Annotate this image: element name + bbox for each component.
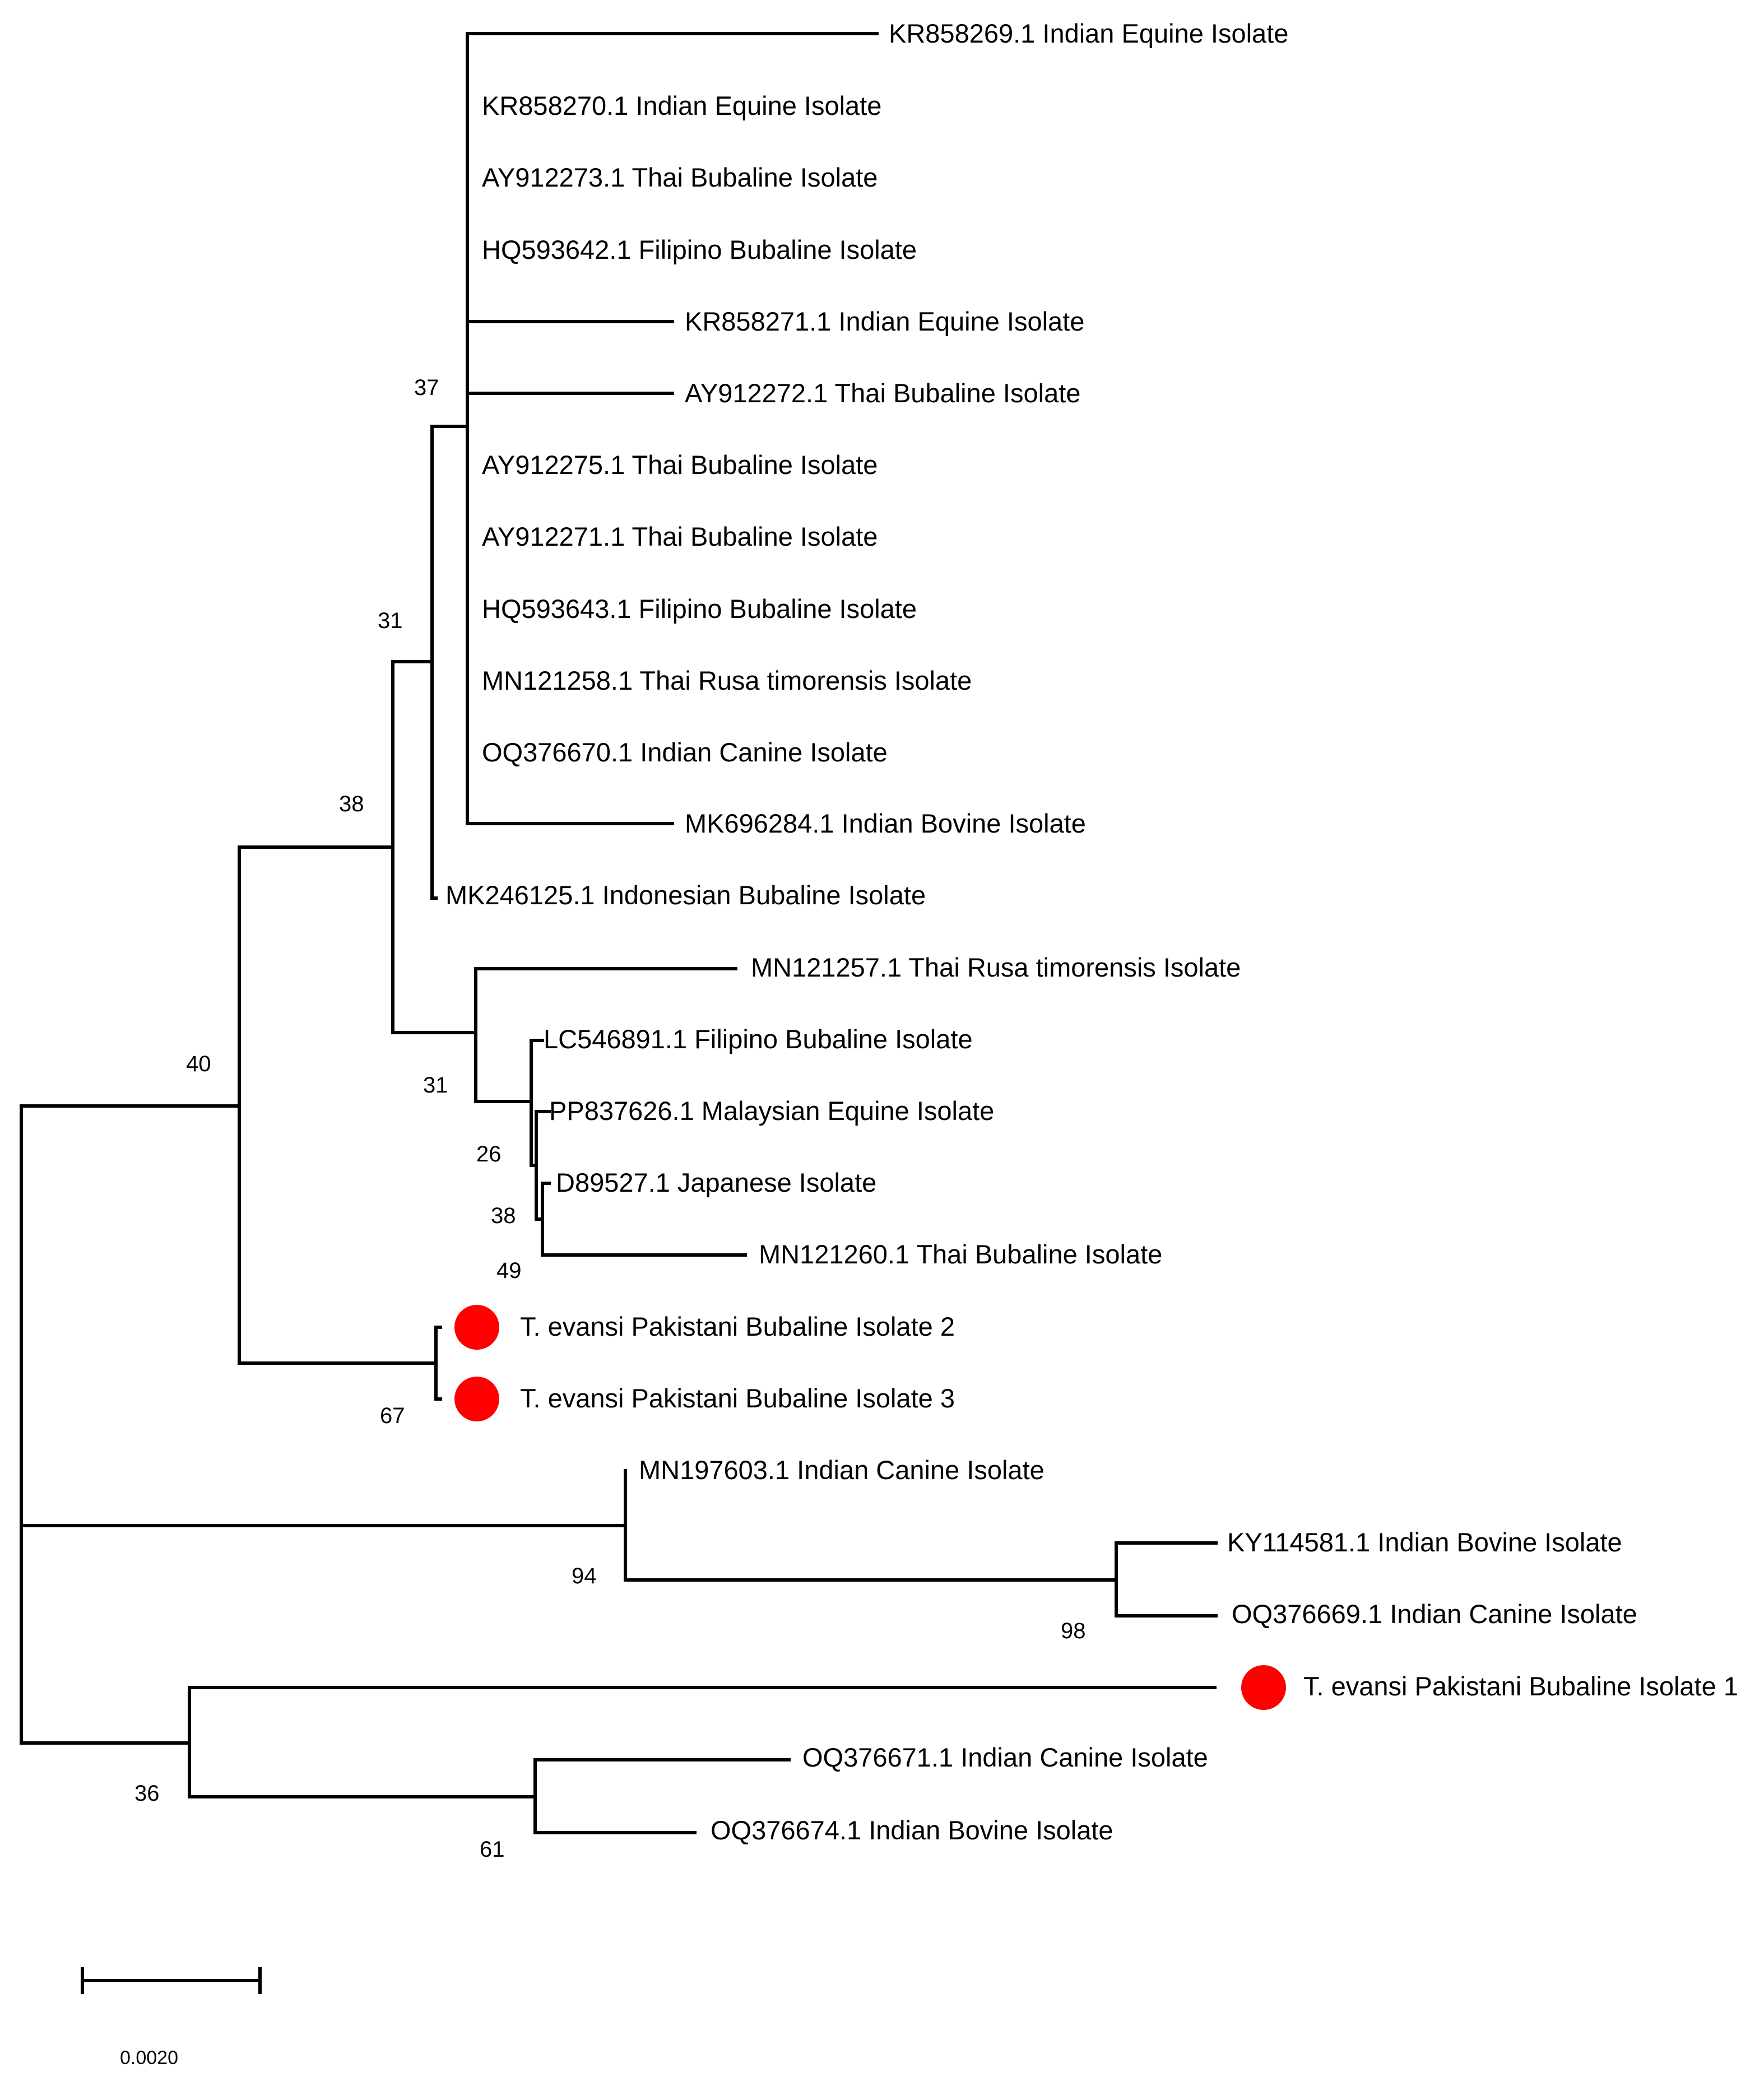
leaf-label-AY912271: AY912271.1 Thai Bubaline Isolate — [482, 522, 878, 551]
leaf-label-AY912272: AY912272.1 Thai Bubaline Isolate — [685, 378, 1080, 408]
bootstrap-value: 38 — [491, 1203, 516, 1228]
leaf-label-AY912275: AY912275.1 Thai Bubaline Isolate — [482, 450, 878, 480]
leaf-label-KY114581: KY114581.1 Indian Bovine Isolate — [1227, 1527, 1622, 1557]
leaf-labels: KR858269.1 Indian Equine Isolate KR85827… — [445, 18, 1738, 1845]
bootstrap-value: 67 — [380, 1403, 405, 1428]
bootstrap-value: 98 — [1061, 1619, 1086, 1643]
leaf-label-LC546891: LC546891.1 Filipino Bubaline Isolate — [544, 1024, 973, 1054]
leaf-label-OQ376670: OQ376670.1 Indian Canine Isolate — [482, 737, 888, 767]
bootstrap-value: 94 — [572, 1564, 597, 1588]
bootstrap-value: 40 — [186, 1052, 211, 1076]
scale-bar: 0.0020 — [81, 1967, 262, 2069]
bootstrap-value: 31 — [378, 608, 403, 633]
bootstrap-value: 36 — [134, 1781, 160, 1806]
leaf-label-KR858269: KR858269.1 Indian Equine Isolate — [889, 18, 1288, 48]
leaf-label-PAK1: T. evansi Pakistani Bubaline Isolate 1 — [1303, 1671, 1738, 1701]
highlight-dot-PAK1 — [1241, 1665, 1286, 1710]
bootstrap-value: 31 — [423, 1073, 448, 1098]
highlight-markers — [454, 1305, 1286, 1710]
bootstrap-value: 26 — [476, 1142, 502, 1166]
highlight-dot-PAK2 — [454, 1305, 499, 1350]
bootstrap-value: 37 — [414, 375, 439, 400]
bootstrap-value: 38 — [339, 792, 364, 816]
leaf-label-MK696284: MK696284.1 Indian Bovine Isolate — [685, 808, 1086, 838]
leaf-label-MN197603: MN197603.1 Indian Canine Isolate — [639, 1455, 1045, 1485]
leaf-label-MK246125: MK246125.1 Indonesian Bubaline Isolate — [445, 880, 926, 910]
leaf-label-AY912273: AY912273.1 Thai Bubaline Isolate — [482, 162, 878, 192]
leaf-label-PAK2: T. evansi Pakistani Bubaline Isolate 2 — [520, 1312, 955, 1341]
leaf-label-KR858271: KR858271.1 Indian Equine Isolate — [685, 306, 1084, 336]
leaf-label-D89527: D89527.1 Japanese Isolate — [556, 1168, 876, 1197]
highlight-dot-PAK3 — [454, 1377, 499, 1421]
leaf-label-HQ593642: HQ593642.1 Filipino Bubaline Isolate — [482, 235, 917, 264]
leaf-label-MN121257: MN121257.1 Thai Rusa timorensis Isolate — [751, 952, 1241, 982]
bootstrap-value: 49 — [496, 1258, 522, 1283]
leaf-label-MN121260: MN121260.1 Thai Bubaline Isolate — [759, 1239, 1162, 1269]
scale-bar-label: 0.0020 — [120, 2047, 178, 2069]
leaf-label-OQ376671: OQ376671.1 Indian Canine Isolate — [802, 1742, 1208, 1772]
leaf-label-MN121258: MN121258.1 Thai Rusa timorensis Isolate — [482, 666, 972, 695]
leaf-label-KR858270: KR858270.1 Indian Equine Isolate — [482, 91, 881, 120]
bootstrap-labels: 37 31 38 40 31 26 38 49 67 94 98 36 61 — [134, 375, 1086, 1862]
leaf-label-HQ593643: HQ593643.1 Filipino Bubaline Isolate — [482, 594, 917, 624]
leaf-label-OQ376674: OQ376674.1 Indian Bovine Isolate — [711, 1815, 1113, 1845]
tree-branches — [20, 32, 1218, 1834]
bootstrap-value: 61 — [480, 1837, 505, 1862]
leaf-label-PAK3: T. evansi Pakistani Bubaline Isolate 3 — [520, 1383, 955, 1413]
leaf-label-OQ376669: OQ376669.1 Indian Canine Isolate — [1232, 1599, 1637, 1629]
leaf-label-PP837626: PP837626.1 Malaysian Equine Isolate — [549, 1096, 994, 1126]
